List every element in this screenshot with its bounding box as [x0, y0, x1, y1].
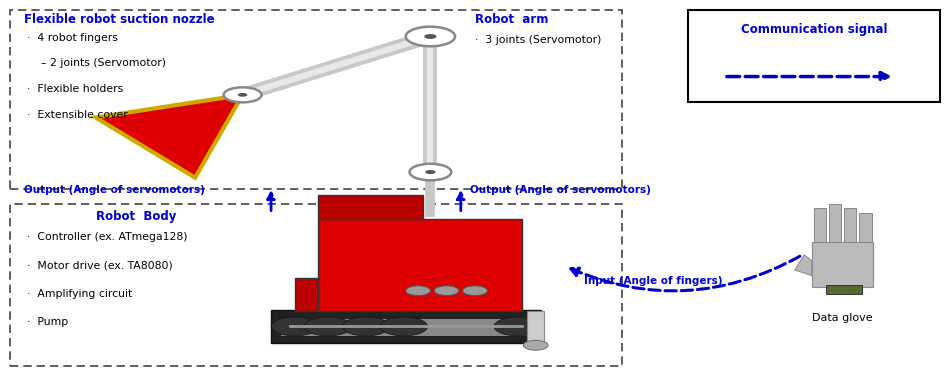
Text: Flexible robot suction nozzle: Flexible robot suction nozzle	[25, 13, 215, 26]
Circle shape	[406, 27, 455, 46]
Bar	[859, 214, 871, 242]
Circle shape	[494, 317, 541, 336]
Circle shape	[523, 341, 548, 350]
Circle shape	[238, 93, 247, 97]
Circle shape	[426, 170, 436, 174]
Bar	[10, 204, 622, 366]
Text: ·  Flexible holders: · Flexible holders	[28, 84, 124, 94]
Polygon shape	[96, 95, 242, 178]
Circle shape	[463, 286, 487, 296]
Bar	[813, 208, 826, 242]
Text: – 2 joints (Servomotor): – 2 joints (Servomotor)	[28, 58, 166, 68]
Bar	[318, 219, 522, 311]
Text: Robot  Body: Robot Body	[96, 210, 176, 223]
Bar	[828, 204, 841, 242]
Text: ·  3 joints (Servomotor): · 3 joints (Servomotor)	[475, 35, 601, 45]
Circle shape	[409, 164, 451, 180]
Circle shape	[434, 286, 459, 296]
Circle shape	[380, 317, 428, 336]
Text: ·  Controller (ex. ATmega128): · Controller (ex. ATmega128)	[28, 232, 188, 242]
Bar	[826, 285, 862, 294]
Bar	[294, 277, 318, 311]
Circle shape	[406, 286, 430, 296]
Text: Input (Angle of fingers): Input (Angle of fingers)	[584, 276, 723, 286]
Text: ·  Motor drive (ex. TA8080): · Motor drive (ex. TA8080)	[28, 260, 173, 271]
Text: ·  Amplifying circuit: · Amplifying circuit	[28, 289, 132, 299]
Text: ·  Extensible cover: · Extensible cover	[28, 110, 128, 119]
Bar	[10, 10, 622, 189]
Circle shape	[342, 317, 390, 336]
Bar	[318, 195, 423, 219]
Bar	[689, 10, 940, 102]
Text: Output (Angle of servomotors): Output (Angle of servomotors)	[25, 185, 205, 195]
Circle shape	[304, 317, 352, 336]
Text: Communication signal: Communication signal	[741, 23, 887, 36]
Text: ·  4 robot fingers: · 4 robot fingers	[28, 33, 118, 43]
Text: Data glove: Data glove	[812, 313, 872, 323]
Bar	[527, 311, 544, 342]
Text: Output (Angle of servomotors): Output (Angle of servomotors)	[470, 185, 651, 195]
Bar	[811, 242, 873, 287]
Text: ·  Pump: · Pump	[28, 317, 68, 327]
Bar	[271, 310, 542, 343]
Circle shape	[425, 34, 437, 39]
Polygon shape	[795, 255, 811, 276]
Circle shape	[271, 317, 318, 336]
Circle shape	[223, 87, 261, 102]
Bar	[844, 208, 856, 242]
Text: Robot  arm: Robot arm	[475, 13, 548, 26]
Bar	[280, 319, 532, 336]
